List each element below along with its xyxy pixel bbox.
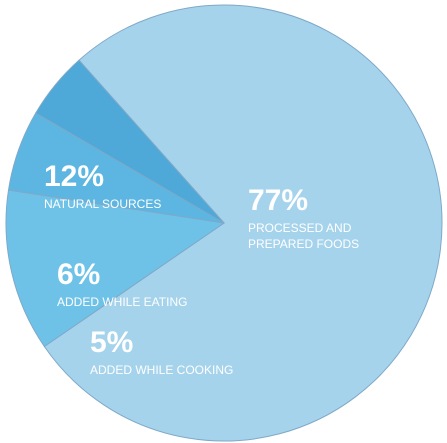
pie-slice — [5, 189, 226, 348]
value-label: 77% — [248, 184, 309, 217]
value-label: 12% — [44, 160, 105, 193]
category-label: ADDED WHILE COOKING — [90, 363, 234, 377]
category-label: ADDED WHILE EATING — [57, 295, 188, 309]
value-label: 5% — [90, 326, 134, 359]
pie-slice — [35, 59, 225, 224]
category-label: PROCESSED AND PREPARED FOODS — [248, 221, 360, 251]
pie-slice — [43, 4, 443, 442]
value-label: 6% — [57, 258, 101, 291]
category-label: NATURAL SOURCES — [44, 197, 162, 211]
